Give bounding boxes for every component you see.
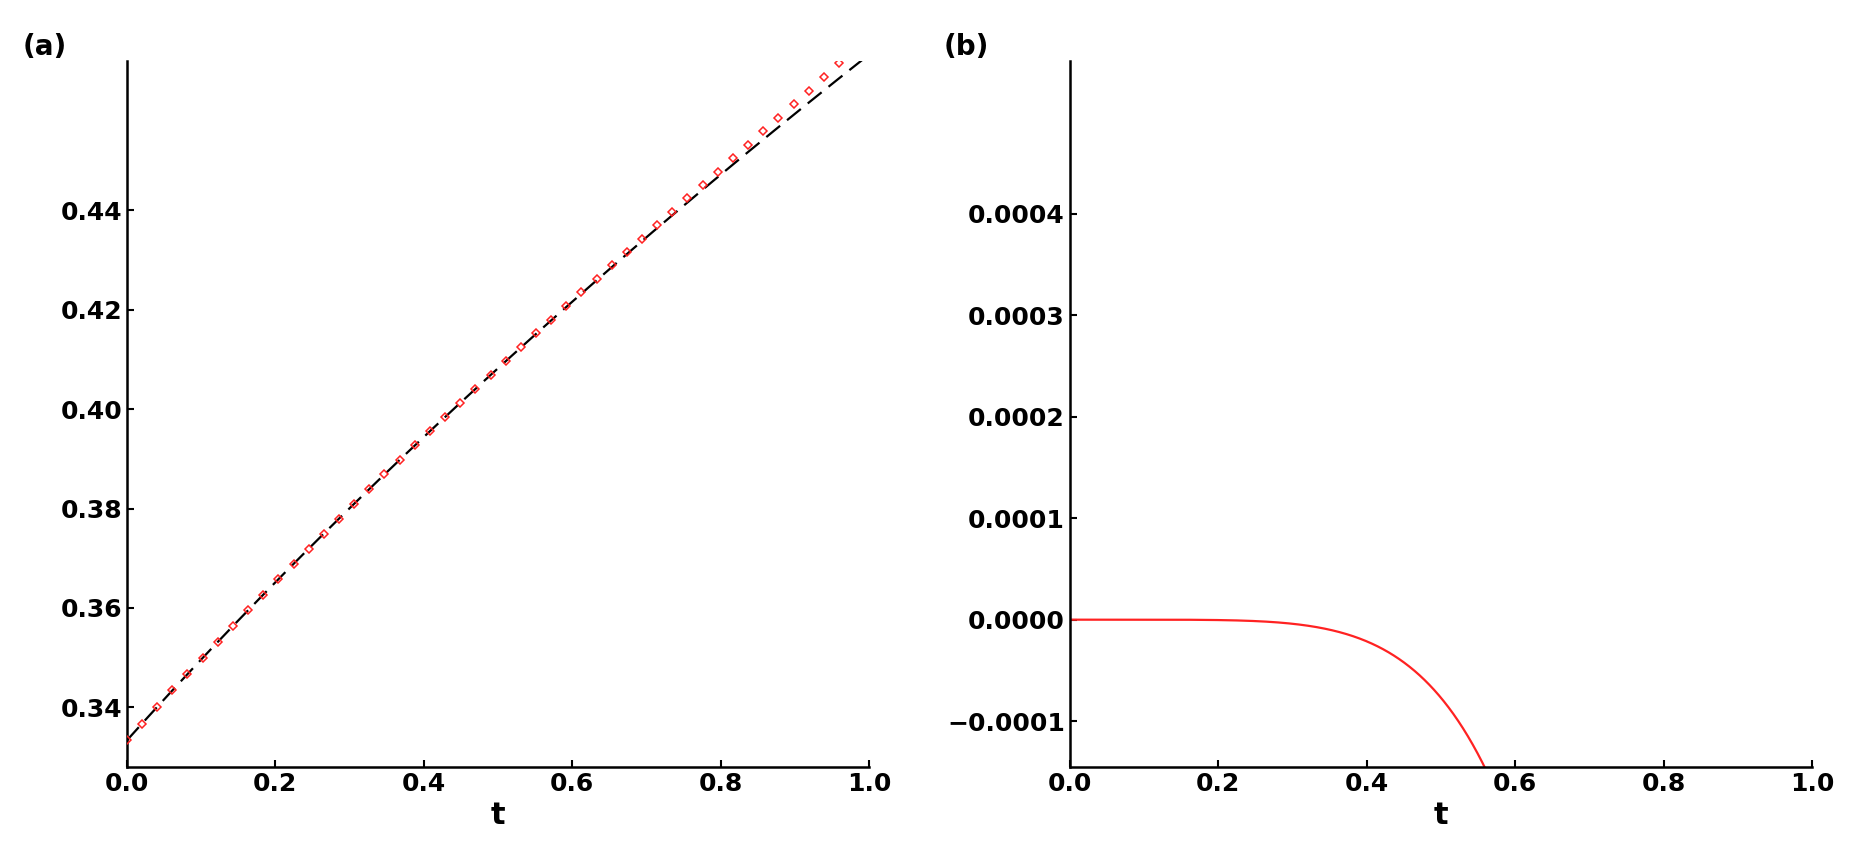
X-axis label: t: t: [492, 801, 505, 830]
Text: (b): (b): [944, 33, 989, 61]
Text: (a): (a): [22, 33, 67, 61]
X-axis label: t: t: [1434, 801, 1448, 830]
